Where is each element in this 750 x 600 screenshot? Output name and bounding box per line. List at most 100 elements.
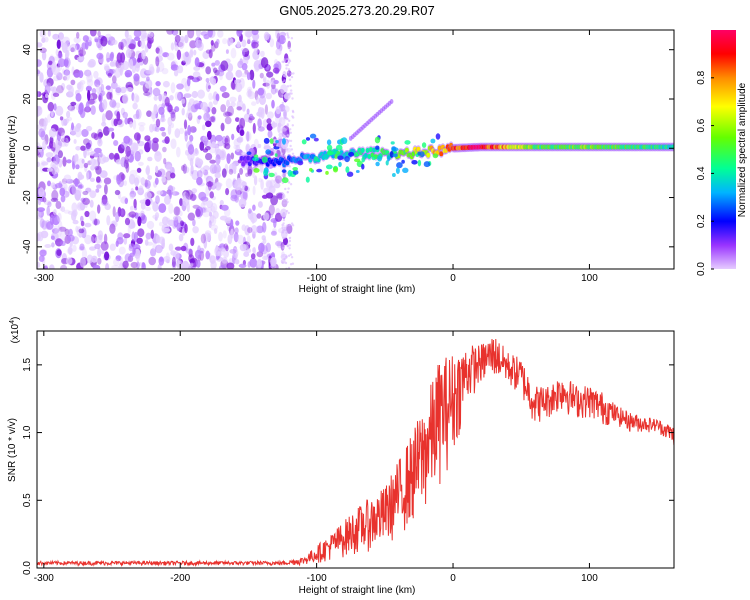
noise-blob — [193, 49, 197, 56]
noise-blob — [187, 212, 195, 221]
noise-blob — [101, 194, 108, 205]
noise-blob — [153, 104, 158, 115]
noise-blob — [126, 87, 133, 92]
noise-blob — [210, 202, 218, 213]
noise-blob — [47, 114, 51, 123]
noise-blob — [155, 234, 161, 244]
noise-blob — [158, 49, 164, 57]
noise-dot — [286, 191, 289, 194]
noise-blob — [39, 47, 47, 54]
noise-dot — [281, 215, 285, 218]
noise-blob — [113, 258, 120, 267]
noise-blob — [37, 70, 41, 75]
noise-blob — [202, 209, 210, 218]
noise-blob — [275, 175, 283, 184]
noise-blob — [192, 71, 201, 79]
noise-blob — [273, 172, 278, 179]
noise-blob — [147, 156, 153, 162]
noise-blob — [89, 177, 95, 182]
noise-blob — [207, 30, 213, 38]
noise-blob — [161, 131, 167, 137]
noise-blob — [251, 30, 259, 36]
noise-blob — [73, 139, 77, 144]
noise-blob — [145, 165, 150, 176]
noise-blob — [204, 146, 211, 151]
noise-blob — [101, 121, 107, 127]
noise-blob — [211, 62, 216, 67]
noise-blob — [96, 39, 102, 49]
noise-blob — [196, 259, 201, 268]
noise-blob — [155, 165, 159, 174]
trace-blob — [338, 161, 342, 168]
noise-blob — [230, 189, 238, 200]
trace-core — [447, 146, 452, 152]
noise-blob — [147, 175, 153, 180]
noise-dot — [292, 116, 295, 119]
noise-blob — [207, 85, 211, 90]
noise-blob — [191, 77, 200, 83]
noise-blob — [123, 233, 131, 239]
noise-blob — [118, 41, 123, 50]
noise-blob — [250, 225, 258, 235]
noise-dot — [288, 247, 291, 250]
trace-core — [285, 160, 290, 166]
noise-blob — [251, 41, 259, 49]
noise-blob — [238, 263, 247, 268]
trace-core — [265, 161, 270, 167]
noise-blob — [152, 87, 161, 97]
noise-blob — [80, 145, 86, 151]
trace-blob — [253, 168, 260, 173]
noise-blob — [252, 122, 256, 134]
noise-blob — [189, 258, 196, 264]
noise-blob — [143, 91, 151, 97]
noise-blob — [39, 249, 47, 257]
noise-blob — [68, 85, 74, 96]
noise-blob — [230, 101, 236, 108]
noise-blob — [37, 198, 42, 206]
noise-blob — [37, 142, 41, 147]
noise-blob — [129, 121, 133, 128]
noise-blob — [253, 175, 258, 186]
noise-blob — [220, 204, 229, 211]
trace-blob — [334, 154, 338, 159]
noise-blob — [235, 117, 240, 122]
noise-blob — [275, 48, 282, 56]
trace-blob — [313, 137, 319, 142]
noise-blob — [257, 143, 262, 149]
noise-blob — [118, 65, 123, 73]
noise-blob — [111, 81, 118, 90]
trace-blob — [261, 156, 268, 163]
x-tick-label: -100 — [307, 273, 327, 284]
noise-blob — [83, 148, 87, 159]
noise-dot — [285, 209, 289, 213]
trace-blob — [246, 151, 252, 155]
noise-blob — [238, 94, 242, 103]
noise-blob — [257, 87, 265, 96]
trace-blob — [301, 139, 307, 145]
noise-blob — [170, 138, 177, 150]
noise-dot — [283, 257, 286, 261]
noise-blob — [78, 174, 85, 180]
noise-blob — [46, 167, 53, 172]
noise-blob — [104, 65, 110, 72]
noise-blob — [53, 225, 60, 231]
trace-blob — [292, 167, 299, 171]
noise-blob — [154, 150, 162, 162]
noise-blob — [232, 247, 239, 259]
noise-blob — [78, 102, 84, 113]
noise-blob — [69, 242, 73, 247]
noise-blob — [140, 39, 146, 49]
noise-blob — [194, 57, 200, 67]
noise-blob — [229, 249, 237, 254]
noise-blob — [82, 35, 89, 42]
noise-blob — [244, 185, 249, 192]
noise-blob — [266, 71, 274, 78]
noise-blob — [179, 210, 183, 217]
noise-dot — [292, 72, 295, 75]
noise-blob — [168, 109, 177, 115]
noise-blob — [44, 36, 49, 43]
noise-blob — [93, 218, 98, 226]
noise-blob — [53, 103, 57, 111]
noise-blob — [38, 145, 43, 153]
cb-tick-label: 0.4 — [696, 166, 707, 180]
